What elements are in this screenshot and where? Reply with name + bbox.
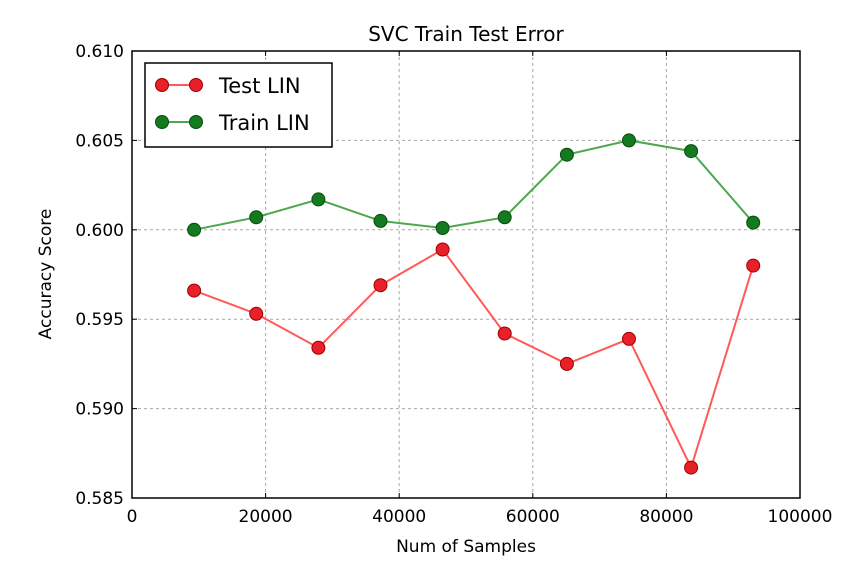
legend-marker-train <box>155 115 169 129</box>
data-point <box>559 147 574 162</box>
legend: Test LIN Train LIN <box>144 62 333 148</box>
data-point <box>497 326 512 341</box>
series-train-lin <box>187 133 761 237</box>
plot-frame <box>131 50 801 499</box>
series-line <box>193 248 755 471</box>
data-point <box>622 331 636 346</box>
legend-label-test: Test LIN <box>218 74 301 98</box>
data-point <box>311 340 326 355</box>
chart-title: SVC Train Test Error <box>368 22 564 46</box>
legend-label-train: Train LIN <box>218 111 310 135</box>
data-point <box>622 133 636 148</box>
x-tick-label: 40000 <box>372 507 426 527</box>
y-tick-label: 0.605 <box>75 131 124 151</box>
grid <box>132 51 800 498</box>
legend-marker-test <box>155 78 169 92</box>
data-point <box>497 210 512 225</box>
y-tick-label: 0.600 <box>75 221 124 241</box>
series-line <box>193 139 754 231</box>
y-tick-label: 0.610 <box>75 42 124 62</box>
x-axis-label: Num of Samples <box>396 537 536 557</box>
series-layer <box>187 133 761 475</box>
data-point <box>373 213 388 228</box>
x-tick-label: 20000 <box>239 507 293 527</box>
legend-box <box>144 62 333 148</box>
x-tick-label: 60000 <box>506 507 560 527</box>
data-point <box>435 221 450 235</box>
y-tick-label: 0.595 <box>75 310 124 330</box>
y-tick-label: 0.590 <box>75 400 124 420</box>
data-point <box>684 144 699 159</box>
data-point <box>311 192 326 207</box>
data-point <box>249 210 264 225</box>
legend-marker-train-2 <box>189 115 203 129</box>
data-point <box>559 356 574 371</box>
data-point <box>373 278 388 293</box>
data-point <box>435 242 450 257</box>
data-point <box>187 222 202 237</box>
axis-ticks: 0 20000 40000 60000 80000 100000 0.585 0.590 0.5… <box>75 42 832 527</box>
legend-marker-test-2 <box>189 78 203 92</box>
x-tick-label: 80000 <box>639 507 693 527</box>
x-tick-label: 100000 <box>768 507 833 527</box>
y-axis-label: Accuracy Score <box>36 209 56 340</box>
data-point <box>746 215 761 230</box>
data-point <box>746 258 761 273</box>
series-test-lin <box>187 242 761 475</box>
data-point <box>187 283 202 298</box>
data-point <box>684 460 699 475</box>
x-tick-label: 0 <box>127 507 138 527</box>
data-point <box>249 306 264 321</box>
y-tick-label: 0.585 <box>75 489 124 509</box>
